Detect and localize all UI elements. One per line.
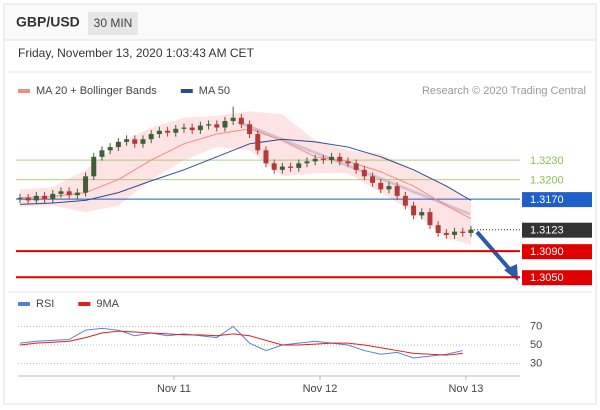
level-box <box>522 270 592 286</box>
candle-body <box>115 141 121 148</box>
level-box <box>522 222 592 238</box>
y-tick-label: 30 <box>530 357 542 369</box>
candle-body <box>288 166 294 168</box>
level-label: 1.3200 <box>530 174 564 186</box>
x-tick-label: Nov 13 <box>449 383 484 395</box>
level-label: 1.3230 <box>530 155 564 167</box>
candle-body <box>411 205 417 216</box>
candle-body <box>452 231 458 235</box>
legend-swatch <box>78 302 91 306</box>
legend-swatch <box>18 302 30 306</box>
legend-swatch <box>18 89 30 93</box>
candle-body <box>107 147 113 151</box>
source: Research © 2020 Trading Central <box>422 85 586 97</box>
candle-body <box>419 212 425 216</box>
candle-body <box>378 182 384 190</box>
rsi-line <box>19 330 463 356</box>
candle-body <box>173 128 179 133</box>
level-label: 1.3090 <box>530 246 564 258</box>
candle-body <box>304 161 310 164</box>
candle-body <box>247 124 253 135</box>
candle-body <box>312 158 318 162</box>
level-box <box>522 192 592 208</box>
level-label: 1.3170 <box>530 194 564 206</box>
candle-body <box>74 192 80 196</box>
candle-body <box>165 130 171 133</box>
x-tick-label: Nov 12 <box>303 383 338 395</box>
candle-body <box>353 163 359 170</box>
candle-body <box>329 156 335 161</box>
candle-body <box>197 125 203 131</box>
legend-label: MA 20 + Bollinger Bands <box>36 85 157 97</box>
legend-swatch <box>180 89 193 93</box>
candle-body <box>263 150 269 164</box>
y-tick-label: 70 <box>530 320 542 332</box>
candle-body <box>460 231 466 233</box>
candle-body <box>296 163 302 168</box>
candle-body <box>181 127 187 129</box>
timeframe-box <box>88 12 138 35</box>
candle-body <box>361 169 367 177</box>
candle-body <box>279 166 285 170</box>
candle-body <box>230 117 236 122</box>
timeframe: 30 MIN <box>94 16 133 30</box>
candle-body <box>206 124 212 126</box>
chart-title: GBP/USD <box>16 14 80 30</box>
candle-body <box>238 117 244 125</box>
candle-body <box>337 156 343 162</box>
candle-body <box>42 195 48 200</box>
candle-body <box>386 186 392 190</box>
y-tick-label: 50 <box>530 339 542 351</box>
legend-label: 9MA <box>96 298 119 310</box>
candle-body <box>156 130 162 135</box>
candle-body <box>33 195 39 201</box>
candle-body <box>50 193 56 200</box>
legend-label: RSI <box>36 298 54 310</box>
candle-body <box>25 197 31 201</box>
x-tick-label: Nov 11 <box>157 383 191 395</box>
candle-body <box>17 197 23 200</box>
candle-body <box>132 139 138 144</box>
level-label: 1.3123 <box>530 225 564 237</box>
level-label: 1.3050 <box>530 272 564 284</box>
candle-body <box>148 134 154 140</box>
candle-body <box>345 161 351 164</box>
candle-body <box>443 232 449 235</box>
candle-body <box>140 139 146 144</box>
candle-body <box>468 229 474 233</box>
level-box <box>522 244 592 260</box>
candle-body <box>271 163 277 170</box>
candle-body <box>427 212 433 226</box>
candle-body <box>58 191 64 194</box>
candle-body <box>370 176 376 183</box>
subtitle: Friday, November 13, 2020 1:03:43 AM CET <box>18 46 255 60</box>
candle-body <box>189 127 195 131</box>
bollinger-band <box>19 111 471 245</box>
ma50-line <box>19 138 472 205</box>
candle-body <box>214 124 220 128</box>
candle-body <box>66 191 72 196</box>
candle-body <box>402 195 408 206</box>
candle-body <box>435 225 441 233</box>
candle-body <box>99 150 105 157</box>
candle-body <box>91 156 97 177</box>
candle-body <box>222 121 228 128</box>
candle-body <box>124 139 130 142</box>
candle-body <box>394 186 400 196</box>
candle-body <box>320 158 326 161</box>
candle-body <box>255 134 261 151</box>
legend-label: MA 50 <box>199 85 230 97</box>
candle-body <box>83 176 89 193</box>
